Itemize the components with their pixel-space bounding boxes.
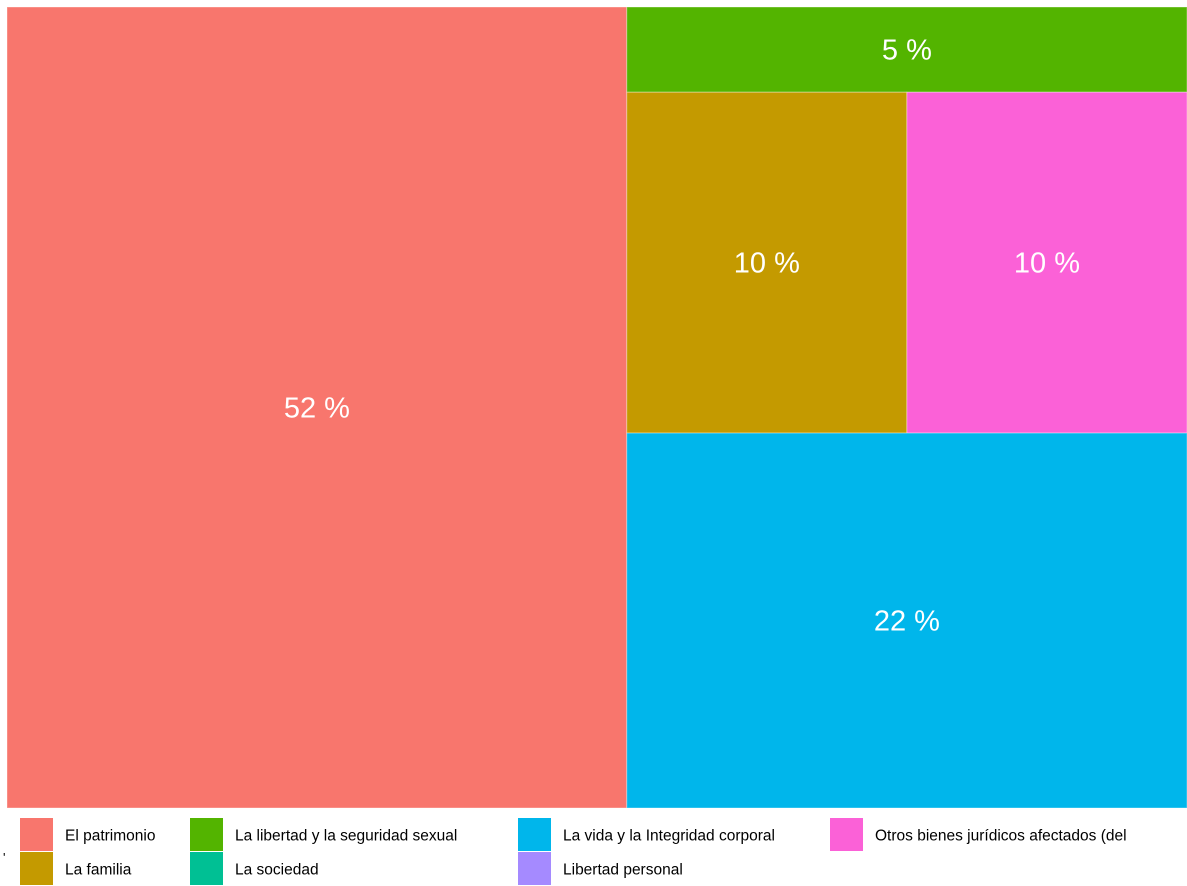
legend-key-la-libertad-y-la-seguridad-sexual <box>190 818 223 851</box>
legend-edge-mark: ' <box>3 850 5 865</box>
legend-label-la-vida-y-la-integridad-corporal: La vida y la Integridad corporal <box>563 828 775 845</box>
cell-label-el-patrimonio: 52 % <box>284 393 350 425</box>
legend-key-el-patrimonio <box>20 818 53 851</box>
legend-key-libertad-personal <box>518 852 551 885</box>
cell-label-la-vida-y-la-integridad-corporal: 22 % <box>874 606 940 638</box>
legend-label-la-libertad-y-la-seguridad-sexual: La libertad y la seguridad sexual <box>235 828 457 845</box>
legend-key-otros-bienes-juridicos-afectados-del <box>830 818 863 851</box>
cell-otros-bienes-juridicos-afectados-del <box>906 91 1187 434</box>
cell-el-patrimonio <box>6 6 628 809</box>
legend-key-la-sociedad <box>190 852 223 885</box>
cell-la-vida-y-la-integridad-corporal <box>626 432 1187 809</box>
cell-label-la-libertad-y-la-seguridad-sexual: 5 % <box>882 35 932 67</box>
cell-la-libertad-y-la-seguridad-sexual <box>626 6 1187 93</box>
legend-label-la-familia: La familia <box>65 862 132 879</box>
legend-label-otros-bienes-juridicos-afectados-del: Otros bienes jurídicos afectados (del <box>875 828 1127 845</box>
legend-key-la-vida-y-la-integridad-corporal <box>518 818 551 851</box>
treemap-cells: 52 % 5 % 10 % 10 % 22 % <box>6 6 1187 809</box>
legend-key-la-familia <box>20 852 53 885</box>
legend-label-el-patrimonio: El patrimonio <box>65 828 155 845</box>
cell-label-otros-bienes-juridicos-afectados-del: 10 % <box>1014 248 1080 280</box>
cell-label-la-familia: 10 % <box>734 248 800 280</box>
legend-label-libertad-personal: Libertad personal <box>563 862 683 879</box>
legend-label-la-sociedad: La sociedad <box>235 862 319 879</box>
legend: ' El patrimonio La familia La libertad y l… <box>3 818 1127 885</box>
